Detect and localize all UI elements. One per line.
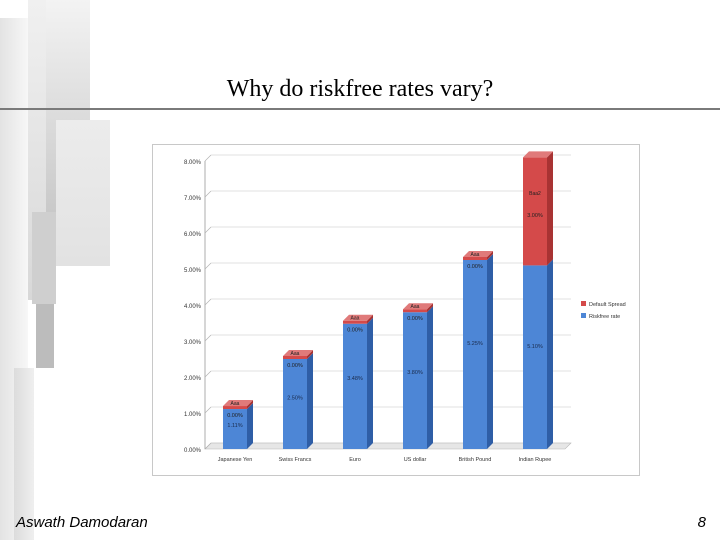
default-spread-label: 3.00% [527,213,543,219]
bar-top-face [523,151,553,158]
decor-bar [56,120,110,266]
footer-author: Aswath Damodaran [16,514,148,531]
y-tick-label: 1.00% [184,412,202,418]
gridline-diag [204,190,212,198]
bar-top-face [403,303,433,310]
bar-riskfree-side [547,259,553,449]
bar-default-spread-side [307,350,313,359]
chart-floor [204,442,572,450]
bar-default-spread-side [547,151,553,266]
x-tick-label: Indian Rupee [519,457,552,463]
bar-riskfree-side [427,306,433,449]
bar-riskfree [343,323,367,449]
x-tick-label: British Pound [459,457,492,463]
legend-label-riskfree: Riskfree rate [589,314,620,320]
default-spread-label: 0.00% [467,264,483,270]
gridline-diag [204,334,212,342]
bar-riskfree [523,265,547,449]
bar-riskfree [283,359,307,449]
y-tick-label: 4.00% [184,304,202,310]
riskfree-label: 3.80% [407,370,423,376]
decor-bar [32,212,56,304]
bar-riskfree [463,260,487,449]
gridline-diag [204,154,212,162]
bar-default-spread [343,320,367,324]
gridline-diag [204,442,212,450]
chart-frame: 0.00% 1.00% 2.00% 3.00% 4.00% 5.00% 6.00% 7.00%… [152,144,640,476]
bar-default-spread [523,157,547,266]
default-spread-label: 0.00% [287,363,303,369]
y-tick-label: 6.00% [184,232,202,238]
page-number: 8 [697,514,706,531]
bar-top-face [283,350,313,356]
bar-top-face [343,314,373,321]
rating-label: Aaa [471,252,480,258]
default-spread-label: 0.00% [347,328,363,334]
decor-bar [14,368,34,540]
bar-default-spread [283,356,307,359]
y-tick-label: 2.00% [184,376,202,382]
bar-riskfree-side [307,353,313,449]
rating-label: Aaa [231,401,240,407]
x-tick-label: US dollar [404,457,427,463]
bar-chart: 0.00% 1.00% 2.00% 3.00% 4.00% 5.00% 6.00% 7.00%… [184,151,626,463]
bar-default-spread-side [427,303,433,313]
riskfree-label: 2.50% [287,396,303,402]
gridline-diag [204,262,212,270]
slide-title: Why do riskfree rates vary? [226,76,494,102]
legend-swatch-default-spread [581,301,586,306]
bar-riskfree-side [487,254,493,449]
bar-default-spread-side [247,400,253,410]
riskfree-label: 5.25% [467,341,483,347]
bar-riskfree-side [367,317,373,449]
y-tick-label: 5.00% [184,268,202,274]
bar-riskfree-side [247,403,253,449]
bar-default-spread [463,257,487,260]
default-spread-label: 0.00% [227,413,243,419]
bar-top-face [463,251,493,257]
gridline-diag [204,406,212,414]
x-tick-label: Swiss Francs [279,457,312,463]
y-tick-label: 0.00% [184,448,202,454]
rating-label: Aaa [291,351,300,357]
y-tick-label: 3.00% [184,340,202,346]
bar-riskfree [403,312,427,449]
default-spread-label: 0.00% [407,316,423,322]
y-tick-label: 7.00% [184,196,202,202]
bar-default-spread [223,406,247,410]
title-divider [0,108,720,110]
gridline-diag [204,226,212,234]
rating-label: Aaa [411,304,420,310]
bar-default-spread [403,309,427,313]
y-tick-label: 8.00% [184,160,202,166]
legend-swatch-riskfree [581,313,586,318]
riskfree-label: 1.11% [227,423,242,429]
bar-default-spread-side [487,251,493,260]
bar-top-face [223,400,253,407]
x-tick-label: Japanese Yen [218,457,253,463]
legend-label-default-spread: Default Spread [589,302,626,308]
x-tick-label: Euro [349,457,361,463]
rating-label: Aaa [351,316,360,322]
riskfree-label: 5.10% [527,344,543,350]
bar-default-spread-side [367,314,373,324]
gridline-diag [204,370,212,378]
bar-riskfree [223,409,247,449]
gridline-diag [204,298,212,306]
rating-label: Baa2 [529,191,541,197]
riskfree-label: 3.48% [347,376,363,382]
decor-bar [36,304,54,368]
